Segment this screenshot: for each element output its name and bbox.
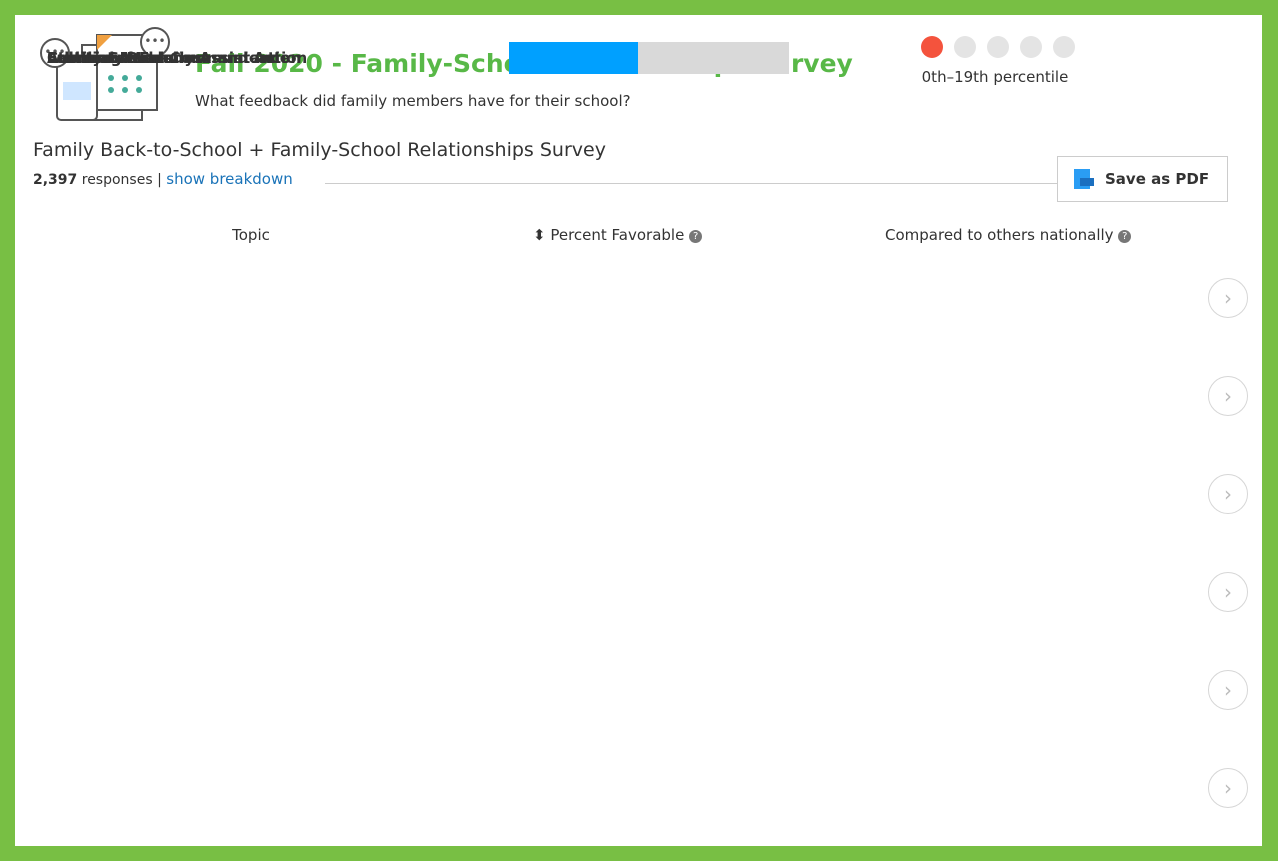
responses-label: responses [82, 172, 153, 188]
help-icon[interactable]: ? [689, 230, 702, 243]
row-chevron[interactable]: › [1208, 376, 1248, 416]
percentile-dot [921, 36, 943, 58]
bar [509, 42, 638, 74]
separator: | [157, 172, 162, 188]
percentile-label: 0th–19th percentile [895, 68, 1095, 86]
subtitle: What feedback did family members have fo… [195, 92, 631, 110]
bar-track [509, 42, 789, 74]
row-chevron[interactable]: › [1208, 572, 1248, 612]
topic: Learning Behaviors [47, 49, 211, 67]
percentile-dot [954, 36, 976, 58]
percentile-dot [1020, 36, 1042, 58]
pdf-icon [1074, 169, 1094, 191]
breakdown-link[interactable]: show breakdown [166, 170, 292, 188]
panel: ••• ••• Fall 2020 - Family-School Relati… [15, 15, 1262, 846]
row-chevron[interactable]: › [1208, 278, 1248, 318]
divider [325, 183, 1057, 184]
button-label: Save as PDF [1105, 157, 1209, 201]
row-chevron[interactable]: › [1208, 768, 1248, 808]
survey-icon: ••• ••• [37, 20, 177, 125]
percentile-dot [1053, 36, 1075, 58]
svg-text:•••: ••• [144, 34, 165, 48]
survey-name: Family Back-to-School + Family-School Re… [33, 139, 606, 161]
column-header[interactable]: ⬍ Percent Favorable ? [533, 226, 702, 244]
response-count: 2,397 [33, 172, 77, 188]
responses: 2,397 responses | show breakdown [33, 170, 293, 188]
help-icon[interactable]: ? [1118, 230, 1131, 243]
column-header: Topic [201, 226, 301, 244]
row-chevron[interactable]: › [1208, 670, 1248, 710]
percentile-dot [987, 36, 1009, 58]
column-label: Percent Favorable [550, 226, 684, 244]
column-label: Compared to others nationally [885, 226, 1114, 244]
frame: ••• ••• Fall 2020 - Family-School Relati… [0, 0, 1278, 861]
save-pdf-button[interactable]: Save as PDF [1057, 156, 1228, 202]
row-chevron[interactable]: › [1208, 474, 1248, 514]
column-header: Compared to others nationally ? [885, 226, 1131, 244]
